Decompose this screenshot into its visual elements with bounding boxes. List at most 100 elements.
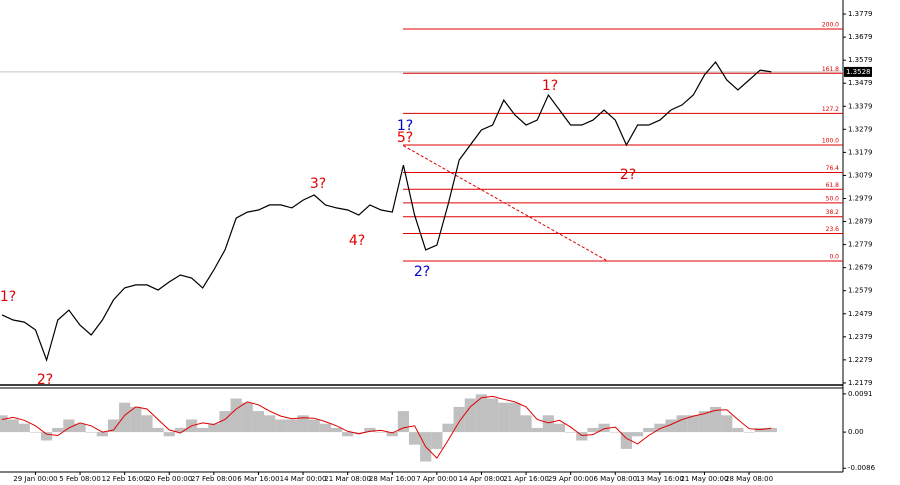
histogram-bar bbox=[710, 406, 722, 433]
wave-label: 5? bbox=[397, 130, 413, 146]
histogram-bar bbox=[18, 423, 30, 433]
histogram-bar bbox=[85, 432, 97, 433]
x-tick-label: 28 May 08:00 bbox=[725, 475, 773, 483]
histogram-bar bbox=[576, 432, 588, 441]
histogram-bar bbox=[464, 398, 476, 433]
wave-label: 4? bbox=[349, 233, 365, 249]
x-tick-label: 14 Mar 00:00 bbox=[280, 475, 327, 483]
histogram-bar bbox=[620, 432, 632, 449]
histogram-bar bbox=[230, 398, 242, 433]
y-tick-label: 1.2879 bbox=[848, 218, 873, 226]
price-line-series bbox=[1, 60, 772, 363]
y-tick-label: 1.3779 bbox=[848, 10, 873, 18]
wave-label: 1? bbox=[397, 118, 413, 134]
histogram-bar bbox=[408, 432, 421, 445]
y-tick-label: 1.2579 bbox=[848, 287, 873, 295]
histogram-bar bbox=[687, 415, 699, 433]
histogram-bar bbox=[163, 432, 175, 437]
histogram-bar bbox=[520, 415, 532, 433]
y-tick-label: 1.3179 bbox=[848, 148, 873, 156]
y-tick-label: 1.2979 bbox=[848, 194, 873, 202]
histogram-bar bbox=[531, 427, 543, 433]
y-tick-label: 1.2779 bbox=[848, 241, 873, 249]
histogram-bar bbox=[319, 423, 331, 433]
x-tick-label: 21 Apr 16:00 bbox=[503, 475, 549, 483]
histogram-bar bbox=[631, 432, 644, 437]
x-tick-label: 12 Feb 16:00 bbox=[102, 475, 148, 483]
x-tick-label: 29 Apr 00:00 bbox=[548, 475, 594, 483]
fib-label: 127.2 bbox=[822, 106, 839, 113]
x-tick-label: 13 May 16:00 bbox=[636, 475, 684, 483]
histogram-bar bbox=[542, 415, 554, 433]
histogram-bar bbox=[74, 423, 86, 433]
histogram-bar bbox=[29, 432, 42, 433]
wave-label: 2? bbox=[37, 372, 53, 388]
histogram-bar bbox=[397, 411, 409, 433]
x-tick-label: 5 Feb 08:00 bbox=[59, 475, 100, 483]
histogram-bar bbox=[453, 406, 465, 433]
histogram-bar bbox=[152, 427, 164, 433]
x-tick-label: 21 Mar 08:00 bbox=[324, 475, 371, 483]
fib-label: 50.0 bbox=[826, 195, 840, 202]
histogram-bar bbox=[174, 427, 186, 433]
histogram-bar bbox=[475, 394, 488, 433]
histogram-bar bbox=[553, 423, 566, 433]
signal-line bbox=[1, 395, 772, 459]
fib-label: 76.4 bbox=[826, 165, 840, 172]
histogram-bar bbox=[375, 432, 387, 433]
histogram-bar bbox=[353, 432, 365, 433]
histogram-bar bbox=[676, 415, 688, 433]
y-tick-label: 0.0091 bbox=[848, 390, 873, 398]
y-tick-label: 1.2179 bbox=[848, 379, 873, 387]
y-tick-label: 1.2379 bbox=[848, 333, 873, 341]
histogram-bar bbox=[286, 419, 298, 433]
histogram-bar bbox=[587, 427, 599, 433]
y-tick-label: 0.00 bbox=[848, 428, 864, 436]
y-tick-label: 1.3079 bbox=[848, 171, 873, 179]
fib-label: 61.8 bbox=[826, 182, 840, 189]
wave-label: 3? bbox=[310, 176, 326, 192]
histogram-bar bbox=[487, 398, 499, 433]
x-tick-label: 14 Apr 08:00 bbox=[459, 475, 505, 483]
y-tick-label: 1.3279 bbox=[848, 125, 873, 133]
histogram-bar bbox=[330, 427, 343, 433]
histogram-bar bbox=[208, 423, 220, 433]
histogram-bar bbox=[654, 423, 666, 433]
histogram-bar bbox=[743, 432, 755, 433]
y-tick-label: 1.2479 bbox=[848, 310, 873, 318]
histogram-bar bbox=[107, 419, 120, 433]
histogram-bar bbox=[386, 432, 398, 437]
histogram-bar bbox=[308, 419, 320, 433]
histogram-bar bbox=[732, 427, 744, 433]
x-tick-label: 21 May 00:00 bbox=[680, 475, 728, 483]
histogram-bar bbox=[565, 432, 577, 433]
y-tick-label: 1.3379 bbox=[848, 102, 873, 110]
histogram-bar bbox=[96, 432, 108, 437]
histogram-bar bbox=[63, 419, 75, 433]
y-tick-label: -0.0086 bbox=[848, 464, 876, 472]
histogram-bar bbox=[130, 406, 142, 433]
histogram-bar bbox=[119, 402, 131, 433]
y-tick-label: 1.2279 bbox=[848, 356, 873, 364]
histogram-bar bbox=[0, 415, 8, 433]
histogram-bar bbox=[52, 427, 64, 433]
histogram-bar bbox=[297, 415, 309, 433]
histogram-bar bbox=[698, 411, 711, 433]
fib-label: 100.0 bbox=[822, 138, 839, 145]
histogram-bar bbox=[275, 419, 287, 433]
y-tick-label: 1.3679 bbox=[848, 33, 873, 41]
fib-label: 38.2 bbox=[826, 209, 840, 216]
histogram-bar bbox=[609, 432, 621, 433]
histogram-bar bbox=[7, 419, 19, 433]
histogram-bar bbox=[721, 415, 733, 433]
histogram-bar bbox=[431, 432, 443, 449]
x-tick-label: 6 Mar 16:00 bbox=[237, 475, 279, 483]
y-tick-label: 1.3479 bbox=[848, 79, 873, 87]
histogram-bar bbox=[498, 402, 510, 433]
fib-label: 23.6 bbox=[826, 226, 840, 233]
x-tick-label: 29 Jan 00:00 bbox=[13, 475, 57, 483]
x-tick-label: 27 Feb 08:00 bbox=[191, 475, 237, 483]
histogram-bar bbox=[364, 427, 376, 433]
